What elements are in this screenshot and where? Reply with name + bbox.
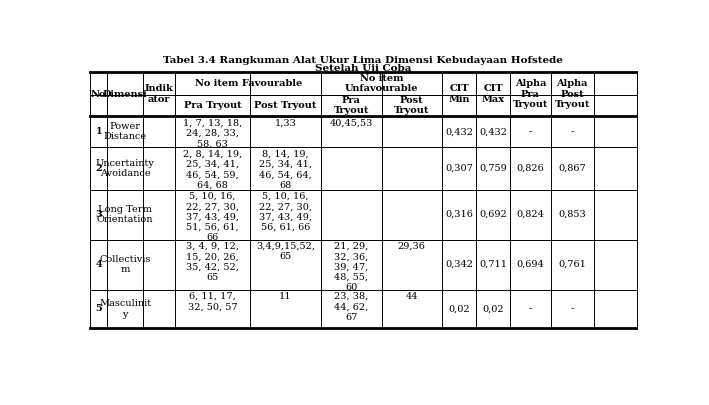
Text: Indik
ator: Indik ator (145, 84, 174, 104)
Text: 1: 1 (96, 127, 102, 136)
Text: 3, 4, 9, 12,
15, 20, 26,
35, 42, 52,
65: 3, 4, 9, 12, 15, 20, 26, 35, 42, 52, 65 (186, 242, 239, 282)
Text: 0,02: 0,02 (482, 305, 504, 313)
Text: 0,692: 0,692 (479, 210, 507, 219)
Text: No item
Unfavourable: No item Unfavourable (345, 74, 418, 93)
Text: 6, 11, 17,
32, 50, 57: 6, 11, 17, 32, 50, 57 (188, 292, 238, 311)
Text: Long Term
Orientation: Long Term Orientation (97, 205, 153, 224)
Text: 5, 10, 16,
22, 27, 30,
37, 43, 49,
56, 61, 66: 5, 10, 16, 22, 27, 30, 37, 43, 49, 56, 6… (259, 192, 312, 232)
Text: 44: 44 (406, 292, 418, 301)
Text: 3: 3 (95, 210, 102, 219)
Text: 1,33: 1,33 (274, 119, 296, 128)
Text: 40,45,53: 40,45,53 (330, 119, 373, 128)
Text: Pra Tryout: Pra Tryout (184, 101, 242, 110)
Text: CIT
Max: CIT Max (481, 84, 505, 104)
Text: Post Tryout: Post Tryout (255, 101, 317, 110)
Text: Alpha
Post
Tryout: Alpha Post Tryout (554, 79, 590, 109)
Text: Dimensi: Dimensi (103, 90, 147, 98)
Text: 1, 7, 13, 18,
24, 28, 33,
58, 63: 1, 7, 13, 18, 24, 28, 33, 58, 63 (183, 119, 242, 149)
Text: 0,826: 0,826 (516, 164, 545, 173)
Text: Uncertainty
Avoidance: Uncertainty Avoidance (96, 159, 155, 178)
Text: 2: 2 (95, 164, 102, 173)
Text: 0,342: 0,342 (445, 260, 473, 269)
Text: 5, 10, 16,
22, 27, 30,
37, 43, 49,
51, 56, 61,
66: 5, 10, 16, 22, 27, 30, 37, 43, 49, 51, 5… (186, 192, 239, 243)
Text: 0,02: 0,02 (448, 305, 470, 313)
Text: 0,307: 0,307 (445, 164, 473, 173)
Text: Masculinit
y: Masculinit y (99, 299, 151, 319)
Text: Collectivis
m: Collectivis m (99, 255, 151, 274)
Text: 0,761: 0,761 (558, 260, 586, 269)
Text: 11: 11 (279, 292, 291, 301)
Text: 29,36: 29,36 (398, 242, 425, 251)
Text: Pra
Tryout: Pra Tryout (334, 96, 369, 115)
Text: -: - (571, 305, 574, 313)
Text: 5: 5 (95, 305, 102, 313)
Text: Post
Tryout: Post Tryout (394, 96, 430, 115)
Text: -: - (529, 127, 532, 136)
Text: 0,316: 0,316 (445, 210, 473, 219)
Text: 0,694: 0,694 (516, 260, 545, 269)
Text: 21, 29,
32, 36,
39, 47,
48, 55,
60: 21, 29, 32, 36, 39, 47, 48, 55, 60 (334, 242, 369, 292)
Text: 0,432: 0,432 (445, 127, 473, 136)
Text: 0,853: 0,853 (559, 210, 586, 219)
Text: 0,711: 0,711 (479, 260, 507, 269)
Text: No: No (91, 90, 106, 98)
Text: 0,867: 0,867 (559, 164, 586, 173)
Text: Alpha
Pra
Tryout: Alpha Pra Tryout (513, 79, 548, 109)
Text: -: - (529, 305, 532, 313)
Text: No item Favourable: No item Favourable (195, 79, 302, 88)
Text: 23, 38,
44, 62,
67: 23, 38, 44, 62, 67 (334, 292, 369, 322)
Text: 4: 4 (95, 260, 102, 269)
Text: 0,824: 0,824 (516, 210, 545, 219)
Text: 3,4,9,15,52,
65: 3,4,9,15,52, 65 (256, 242, 315, 261)
Text: -: - (571, 127, 574, 136)
Text: Power
Distance: Power Distance (104, 122, 147, 141)
Text: 8, 14, 19,
25, 34, 41,
46, 54, 64,
68: 8, 14, 19, 25, 34, 41, 46, 54, 64, 68 (259, 149, 312, 190)
Text: 2, 8, 14, 19,
25, 34, 41,
46, 54, 59,
64, 68: 2, 8, 14, 19, 25, 34, 41, 46, 54, 59, 64… (183, 149, 242, 190)
Text: 0,432: 0,432 (479, 127, 507, 136)
Text: CIT
Min: CIT Min (448, 84, 470, 104)
Text: Setelah Uji Coba: Setelah Uji Coba (316, 64, 411, 73)
Text: 0,759: 0,759 (479, 164, 507, 173)
Text: Tabel 3.4 Rangkuman Alat Ukur Lima Dimensi Kebudayaan Hofstede: Tabel 3.4 Rangkuman Alat Ukur Lima Dimen… (164, 56, 563, 66)
